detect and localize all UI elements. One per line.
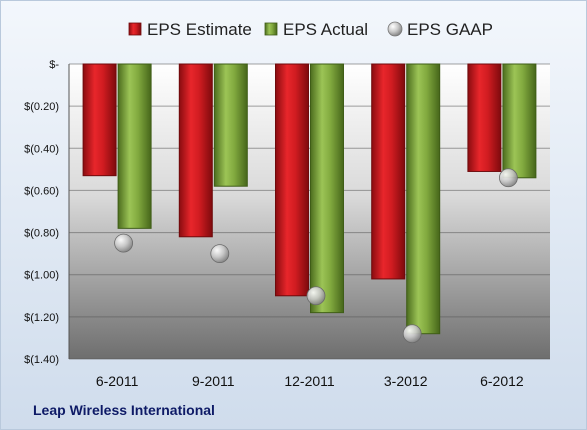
gaap-markers	[114, 168, 518, 344]
x-tick-label: 6-2012	[480, 373, 524, 389]
x-tick-label: 12-2011	[284, 373, 335, 389]
y-tick-label: $(0.40)	[24, 143, 59, 155]
y-tick-label: $-	[49, 59, 59, 71]
legend-label: EPS Estimate	[147, 20, 252, 39]
legend-swatch	[264, 22, 278, 36]
legend: EPS Estimate EPS Actual EPS GAAP	[128, 20, 493, 39]
x-tick-label: 6-2011	[96, 373, 139, 389]
gaap-marker	[402, 324, 422, 344]
company-name: Leap Wireless International	[33, 402, 215, 418]
y-tick-label: $(1.40)	[24, 354, 59, 366]
gaap-marker	[210, 244, 230, 264]
legend-swatch	[128, 22, 142, 36]
y-tick-label: $(0.20)	[24, 101, 59, 113]
y-tick-label: $(0.80)	[24, 228, 59, 240]
x-tick-label: 3-2012	[384, 373, 428, 389]
y-tick-label: $(1.20)	[24, 312, 59, 324]
gaap-marker	[114, 233, 133, 253]
x-axis: 6-2011 9-2011 12-2011 3-2012 6-2012	[96, 373, 524, 389]
bars	[82, 63, 537, 335]
actual-bar	[310, 63, 344, 314]
x-tick-label: 9-2011	[192, 373, 235, 389]
legend-label: EPS Actual	[283, 20, 368, 39]
estimate-bar	[371, 63, 406, 280]
y-tick-label: $(0.60)	[24, 185, 59, 197]
y-tick-label: $(1.00)	[24, 270, 59, 282]
legend-label: EPS GAAP	[407, 20, 493, 39]
actual-bar	[502, 63, 537, 179]
legend-swatch	[387, 21, 403, 37]
estimate-bar	[82, 63, 117, 177]
actual-bar	[213, 63, 248, 187]
actual-bar	[406, 63, 441, 335]
y-axis: $- $(0.20) $(0.40) $(0.60) $(0.80) $(1.00) $(1…	[24, 59, 70, 366]
estimate-bar	[275, 63, 309, 297]
gaap-marker	[498, 168, 518, 188]
estimate-bar	[467, 63, 502, 172]
actual-bar	[117, 63, 152, 229]
gaap-marker	[306, 286, 326, 306]
estimate-bar	[178, 63, 213, 238]
